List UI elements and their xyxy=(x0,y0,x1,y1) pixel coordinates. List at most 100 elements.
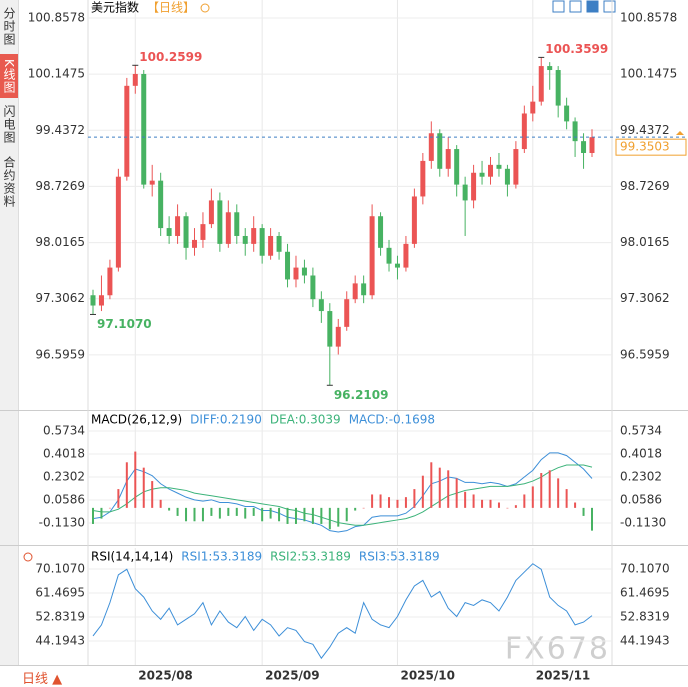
period-button[interactable]: 日线 ▲ xyxy=(22,672,63,687)
y-tick-label-right: 97.3062 xyxy=(620,291,670,305)
tool-icon[interactable] xyxy=(569,0,582,13)
macd-bar xyxy=(523,494,526,508)
macd-bar xyxy=(125,462,128,508)
tab-contract[interactable]: 合约资料 xyxy=(2,156,16,208)
y-tick-label-right: 98.0165 xyxy=(620,235,670,249)
toolbar xyxy=(552,0,616,13)
y-tick-label-left: 96.5959 xyxy=(35,347,85,361)
macd-bar xyxy=(582,507,585,516)
y-tick-label-left: 0.2302 xyxy=(43,470,85,484)
macd-bar xyxy=(447,470,450,508)
macd-bar xyxy=(320,507,323,524)
candle-body xyxy=(513,149,519,185)
y-tick-label-right: 0.0586 xyxy=(620,493,662,507)
candle-body xyxy=(352,283,358,300)
candle-body xyxy=(420,160,426,197)
macd-bar xyxy=(142,467,145,508)
y-tick-label-right: 100.8578 xyxy=(620,11,677,25)
candle-body xyxy=(437,133,443,169)
macd-bar xyxy=(455,478,458,508)
tab-kline[interactable]: K线图 xyxy=(0,54,18,98)
candle-body xyxy=(242,235,248,244)
candle-body xyxy=(564,105,570,122)
candle-body xyxy=(208,200,214,225)
macd-bar xyxy=(311,507,314,524)
macd-bar xyxy=(591,507,593,531)
extreme-label: 96.2109 xyxy=(334,388,389,402)
candle-body xyxy=(285,251,291,280)
macd-bar xyxy=(565,489,568,508)
legend-entry: MACD:-0.1698 xyxy=(349,413,435,427)
arrow-icon xyxy=(676,131,684,135)
x-tick-label: 2025/09 xyxy=(265,669,319,683)
candle-body xyxy=(361,283,367,296)
macd-bar xyxy=(396,499,399,508)
chart-subtitle: 【日线】 xyxy=(147,1,195,15)
extreme-label: 97.1070 xyxy=(97,317,152,331)
candle-body xyxy=(378,216,384,248)
macd-bar xyxy=(421,475,424,508)
macd-bar xyxy=(176,507,179,516)
macd-bar xyxy=(472,494,475,508)
macd-bar xyxy=(278,507,281,522)
candle-body xyxy=(581,141,587,153)
extreme-label: 100.2599 xyxy=(139,50,202,64)
candle-body xyxy=(530,101,536,114)
legend-entry: RSI1:53.3189 xyxy=(181,550,262,564)
settings-icon[interactable] xyxy=(23,552,33,562)
y-tick-label-left: 0.0586 xyxy=(43,493,85,507)
rsi-line xyxy=(92,563,593,660)
macd-bar xyxy=(303,507,306,522)
macd-bar xyxy=(557,478,560,508)
candle-body xyxy=(149,180,155,185)
y-tick-label-left: 100.1475 xyxy=(28,67,85,81)
macd-bar xyxy=(210,507,213,516)
macd-bar xyxy=(481,499,484,508)
tool-icon[interactable] xyxy=(586,0,599,13)
x-tick-label: 2025/11 xyxy=(536,669,590,683)
candle-body xyxy=(268,235,274,256)
tab-timeshare[interactable]: 分时图 xyxy=(2,6,16,46)
tab-flash[interactable]: 闪电图 xyxy=(2,104,16,144)
legend-entry: DIFF:0.2190 xyxy=(190,413,262,427)
candle-body xyxy=(403,243,409,268)
candle-body xyxy=(175,216,181,236)
macd-bar xyxy=(413,489,416,508)
candle-body xyxy=(259,228,265,256)
indicator-title: MACD(26,12,9) xyxy=(91,413,182,427)
macd-bar xyxy=(362,507,365,509)
y-tick-label-left: 98.0165 xyxy=(35,235,85,249)
candle-body xyxy=(183,216,189,248)
macd-bar xyxy=(193,507,196,522)
macd-bar xyxy=(354,507,357,511)
candle-body xyxy=(428,133,434,161)
candle-body xyxy=(369,216,375,296)
macd-bar xyxy=(345,507,348,522)
candle-body xyxy=(251,228,257,244)
macd-bar xyxy=(227,507,230,516)
macd-bar xyxy=(117,489,120,508)
y-tick-label-right: 0.2302 xyxy=(620,470,662,484)
macd-bar xyxy=(108,507,111,509)
y-tick-label-right: 52.8319 xyxy=(620,610,670,624)
candle-body xyxy=(386,247,392,264)
candle-body xyxy=(158,180,164,229)
macd-bar xyxy=(404,497,407,508)
tool-icon[interactable] xyxy=(552,0,565,13)
macd-bar xyxy=(218,507,221,519)
candle-body xyxy=(115,176,121,268)
candle-body xyxy=(327,311,333,347)
candle-body xyxy=(301,267,307,276)
y-tick-label-right: 0.5734 xyxy=(620,424,662,438)
macd-bar xyxy=(328,507,331,530)
candle-body xyxy=(200,224,206,240)
tool-icon[interactable] xyxy=(603,0,616,13)
candle-body xyxy=(293,267,299,280)
candle-body xyxy=(225,212,231,244)
candle-body xyxy=(394,263,400,268)
y-tick-label-right: 61.4695 xyxy=(620,586,670,600)
x-tick-label: 2025/08 xyxy=(138,669,192,683)
candle-body xyxy=(496,164,502,169)
